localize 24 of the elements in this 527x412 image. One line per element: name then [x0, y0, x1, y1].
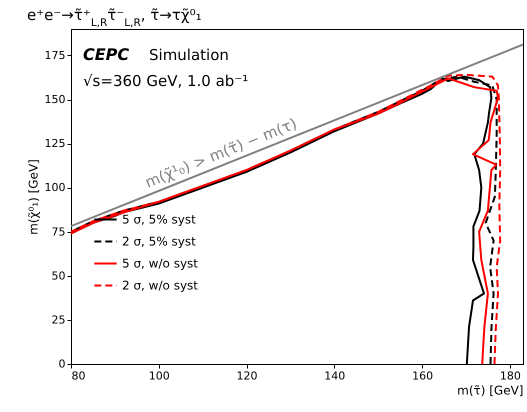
x-tick-label: 120 — [236, 370, 258, 382]
y-axis-title: m(χ̃⁰₁) [GeV] — [26, 159, 41, 235]
x-tick-label: 80 — [72, 370, 86, 382]
legend-label: 2 σ, 5% syst — [122, 234, 196, 248]
x-tick-label: 180 — [500, 370, 521, 382]
legend-label: 2 σ, w/o syst — [122, 278, 198, 292]
y-tick-label: 175 — [44, 48, 66, 62]
annotation: Simulation — [149, 46, 229, 64]
legend-label: 5 σ, 5% syst — [122, 212, 196, 226]
y-tick-label: 125 — [44, 137, 66, 150]
y-tick-label: 50 — [52, 269, 66, 282]
x-axis-title: m(τ̃) [GeV] — [457, 384, 524, 398]
legend-label: 5 σ, w/o syst — [122, 256, 198, 270]
y-tick-label: 25 — [52, 313, 66, 326]
x-tick-label: 160 — [412, 370, 434, 382]
y-tick-label: 100 — [44, 181, 66, 194]
chart-title: e⁺e⁻→τ̃⁺$_{L,R}$τ̃⁻$_{L,R}$, τ̃→τχ̃⁰₁ — [27, 6, 202, 29]
y-tick-label: 75 — [52, 225, 66, 238]
annotation: √s=360 GeV, 1.0 ab⁻¹ — [83, 72, 248, 90]
y-tick-label: 150 — [44, 93, 66, 106]
x-tick-label: 100 — [148, 370, 170, 382]
y-tick-label: 0 — [58, 358, 66, 370]
annotation: CEPC — [83, 45, 130, 64]
x-tick-label: 140 — [324, 370, 346, 382]
